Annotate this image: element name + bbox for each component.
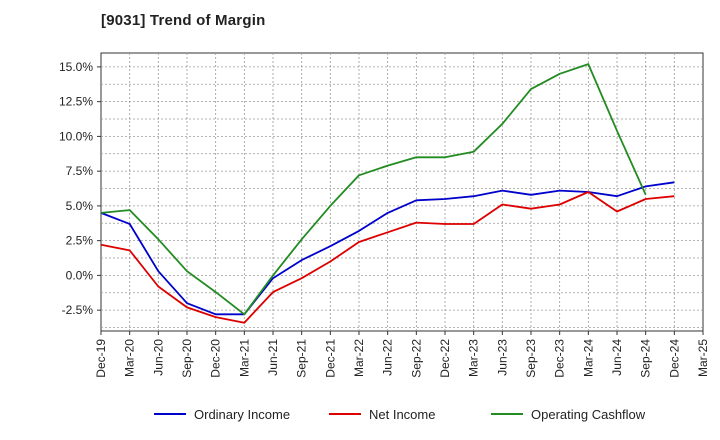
y-tick-label: 10.0%	[59, 129, 93, 143]
x-tick-label: Mar-25	[696, 339, 710, 377]
x-tick-label: Mar-21	[237, 339, 251, 377]
legend-label: Net Income	[369, 407, 435, 422]
x-tick-label: Sep-23	[524, 339, 538, 378]
plot-area	[100, 52, 704, 332]
legend-label: Ordinary Income	[194, 407, 290, 422]
x-tick-label: Sep-22	[409, 339, 423, 378]
x-tick-label: Sep-20	[180, 339, 194, 378]
series-layer	[100, 63, 675, 324]
x-tick-label: Dec-24	[667, 339, 681, 378]
x-tick-label: Jun-24	[610, 339, 624, 376]
chart-title: [9031] Trend of Margin	[101, 12, 266, 29]
y-tick-label: 0.0%	[66, 268, 94, 282]
series-line-operating-cashflow	[100, 63, 647, 316]
legend-label: Operating Cashflow	[531, 407, 646, 422]
series-line-ordinary-income	[100, 181, 675, 316]
x-tick-label: Dec-22	[438, 339, 452, 378]
x-tick-label: Mar-22	[352, 339, 366, 377]
x-tick-label: Dec-23	[553, 339, 567, 378]
x-tick-label: Dec-21	[323, 339, 337, 378]
x-tick-label: Mar-20	[123, 339, 137, 377]
x-tick-label: Dec-20	[209, 339, 223, 378]
x-tick-label: Dec-19	[94, 339, 108, 378]
y-tick-label: -2.5%	[62, 303, 94, 317]
x-tick-label: Mar-24	[581, 339, 595, 377]
legend-layer: Ordinary Income Net Income Operating Cashf…	[154, 407, 646, 422]
x-tick-label: Sep-24	[639, 339, 653, 378]
x-tick-label: Jun-20	[151, 339, 165, 376]
series-line-net-income	[100, 191, 675, 324]
grid-layer	[100, 52, 704, 332]
x-tick-label: Sep-21	[295, 339, 309, 378]
x-tick-label: Mar-23	[467, 339, 481, 377]
y-tick-label: 5.0%	[66, 199, 94, 213]
x-tick-label: Jun-22	[381, 339, 395, 376]
y-tick-label: 12.5%	[59, 95, 93, 109]
y-tick-label: 15.0%	[59, 60, 93, 74]
x-tick-label: Jun-21	[266, 339, 280, 376]
y-tick-label: 2.5%	[66, 234, 94, 248]
x-tick-label: Jun-23	[495, 339, 509, 376]
y-tick-label: 7.5%	[66, 164, 94, 178]
axis-layer: -2.5% 0.0% 2.5% 5.0% 7.5% 10.0% 12.5% 15.0% Dec-…	[59, 60, 710, 378]
